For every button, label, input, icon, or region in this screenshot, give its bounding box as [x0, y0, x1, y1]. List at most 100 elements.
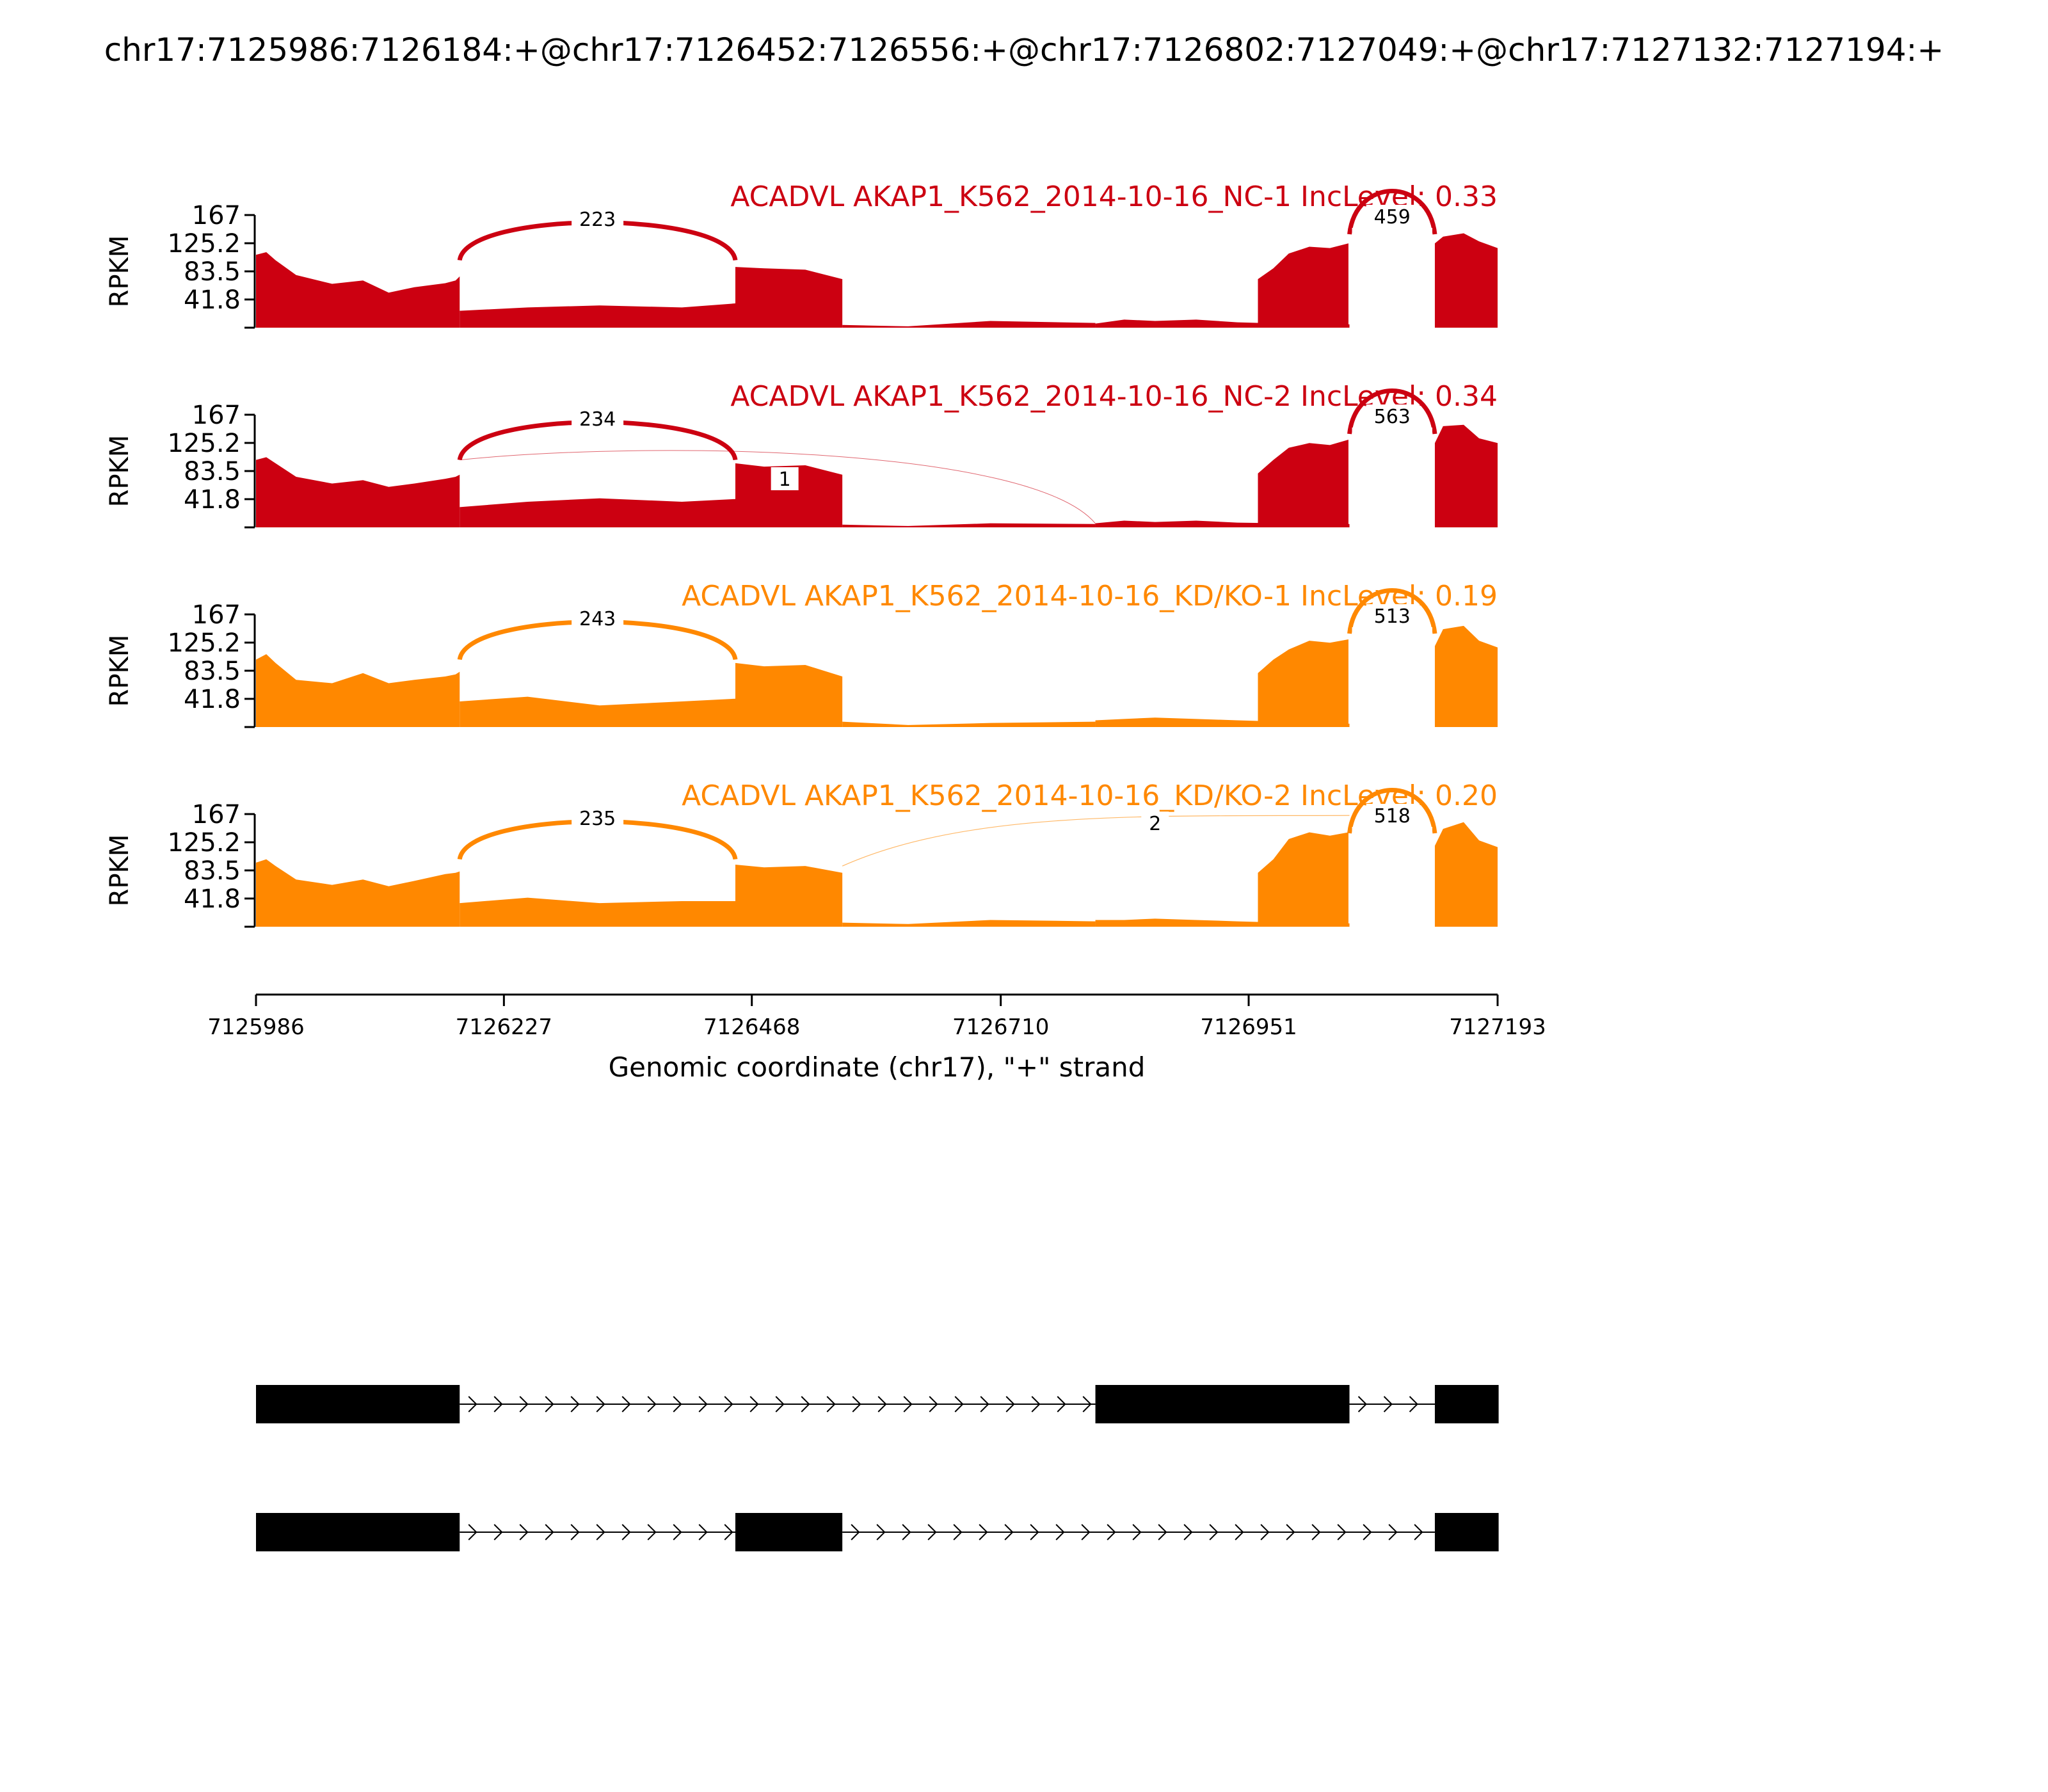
strand-arrow — [953, 1524, 963, 1540]
strand-arrow — [1260, 1524, 1270, 1540]
strand-arrow — [493, 1524, 503, 1540]
junction-gap — [1352, 228, 1432, 326]
strand-arrow — [724, 1524, 733, 1540]
strand-arrow — [1363, 1524, 1372, 1540]
strand-arrow — [621, 1396, 631, 1412]
coverage-segment-2 — [460, 303, 735, 328]
coverage-segment-6 — [1258, 243, 1348, 328]
strand-arrow — [954, 1396, 964, 1412]
junction-gap — [1352, 627, 1432, 726]
coverage-segment-3 — [735, 662, 843, 727]
strand-arrow — [519, 1396, 529, 1412]
junction-label-bg — [572, 207, 624, 230]
strand-arrow — [1005, 1396, 1015, 1412]
coverage-segment-6 — [1258, 639, 1348, 727]
x-axis-label: Genomic coordinate (chr17), "+" strand — [609, 1052, 1146, 1083]
coverage-segment-6 — [1258, 832, 1348, 927]
strand-arrow — [1004, 1524, 1014, 1540]
junction-label-bg — [1366, 604, 1418, 627]
isoform-1 — [256, 1385, 1499, 1423]
exon-block — [256, 1385, 460, 1423]
strand-arrow — [1082, 1396, 1092, 1412]
coverage-segment-7 — [1434, 424, 1498, 527]
strand-arrow — [570, 1396, 580, 1412]
y-axis-label: RPKM — [105, 236, 134, 308]
track-2: ACADVL AKAP1_K562_2014-10-16_NC-2 IncLev… — [105, 380, 1498, 529]
strand-arrow — [698, 1396, 708, 1412]
coverage-segment-1 — [256, 252, 460, 328]
junction-gap — [1352, 428, 1432, 526]
x-tick-label: 7126468 — [703, 1014, 800, 1040]
strand-arrow — [519, 1524, 529, 1540]
coverage-segment-2 — [460, 897, 735, 927]
exon-block — [1095, 1385, 1350, 1423]
strand-arrow — [1409, 1396, 1418, 1412]
strand-arrow — [749, 1396, 759, 1412]
junction-label-bg — [572, 607, 624, 630]
junction-count-label: 459 — [1374, 206, 1411, 228]
junction-label-bg — [1141, 812, 1169, 835]
junction-gap — [1352, 827, 1432, 925]
strand-arrow — [1183, 1524, 1193, 1540]
strand-arrow — [1030, 1524, 1039, 1540]
junction-arc-2 — [842, 815, 1350, 867]
y-tick-label: 41.8 — [184, 485, 241, 515]
y-tick-label: 167 — [192, 600, 241, 630]
strand-arrow — [468, 1396, 477, 1412]
exon-block — [256, 1513, 460, 1551]
junction-arc-3 — [1347, 788, 1437, 834]
junction-label-bg — [1366, 205, 1418, 228]
strand-arrow — [1057, 1396, 1066, 1412]
coverage-segment-7 — [1434, 822, 1498, 927]
strand-arrow — [929, 1396, 938, 1412]
junction-count-label: 1 — [779, 468, 791, 491]
junction-count-label: 2 — [1149, 813, 1161, 835]
strand-arrow — [1031, 1396, 1041, 1412]
junction-count-label: 518 — [1374, 805, 1411, 828]
strand-arrow — [673, 1524, 682, 1540]
strand-arrow — [724, 1396, 733, 1412]
coverage-segment-4 — [842, 321, 1096, 328]
y-tick-label: 125.2 — [167, 628, 241, 658]
junction-count-label: 243 — [579, 608, 616, 630]
x-tick-label: 7125986 — [207, 1014, 304, 1040]
y-axis-label: RPKM — [105, 435, 134, 508]
strand-arrow — [1337, 1524, 1347, 1540]
strand-arrow — [927, 1524, 937, 1540]
strand-arrow — [826, 1396, 836, 1412]
strand-arrow — [570, 1524, 580, 1540]
x-tick-label: 7126710 — [952, 1014, 1049, 1040]
strand-arrow — [596, 1396, 605, 1412]
y-tick-label: 41.8 — [184, 285, 241, 315]
strand-arrow — [801, 1396, 810, 1412]
y-tick-label: 125.2 — [167, 429, 241, 458]
strand-arrow — [1107, 1524, 1116, 1540]
junction-count-label: 513 — [1374, 605, 1411, 628]
strand-arrow — [1357, 1396, 1367, 1412]
figure-title: chr17:7125986:7126184:+@chr17:7126452:71… — [104, 31, 1944, 68]
strand-arrow — [647, 1396, 657, 1412]
strand-arrow — [647, 1524, 657, 1540]
track-3: ACADVL AKAP1_K562_2014-10-16_KD/KO-1 Inc… — [105, 580, 1498, 728]
junction-arc-3 — [1347, 388, 1437, 435]
isoform-structures — [256, 1385, 1499, 1551]
y-tick-label: 167 — [192, 201, 241, 230]
strand-arrow — [979, 1524, 988, 1540]
strand-arrow — [877, 1396, 887, 1412]
y-tick-label: 83.5 — [184, 257, 241, 287]
strand-arrow — [902, 1524, 911, 1540]
coverage-tracks: ACADVL AKAP1_K562_2014-10-16_NC-1 IncLev… — [105, 180, 1498, 928]
coverage-segment-4 — [842, 920, 1096, 927]
junction-label-bg — [1366, 804, 1418, 827]
y-tick-label: 83.5 — [184, 457, 241, 486]
strand-arrow — [775, 1396, 785, 1412]
coverage-segment-4 — [842, 721, 1096, 727]
junction-count-label: 563 — [1374, 406, 1411, 428]
strand-arrow — [903, 1396, 913, 1412]
junction-label-bg — [572, 806, 624, 829]
strand-arrow — [545, 1524, 554, 1540]
junction-label-bg — [572, 407, 624, 430]
strand-arrow — [545, 1396, 554, 1412]
y-axis-label: RPKM — [105, 835, 134, 907]
